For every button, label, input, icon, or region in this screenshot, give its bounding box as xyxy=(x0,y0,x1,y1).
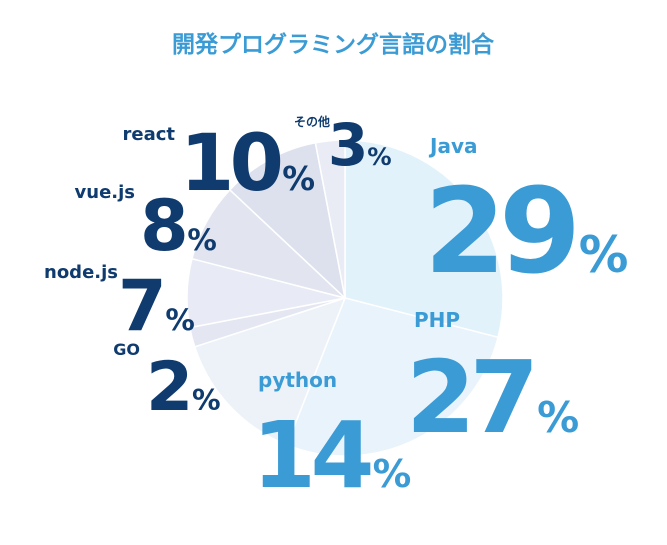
pie-slice xyxy=(314,139,346,299)
slice-name: その他 xyxy=(294,114,330,129)
slice-value-label: 10% xyxy=(180,119,314,209)
slice-name: GO xyxy=(113,340,140,359)
slice-name: python xyxy=(258,368,337,392)
slice-name: PHP xyxy=(414,308,460,332)
slice-name: Java xyxy=(428,134,477,158)
slice-value-label: 7% xyxy=(118,265,194,347)
pie-slice xyxy=(228,141,347,301)
slice-name: react xyxy=(122,124,175,145)
pie-slice xyxy=(344,139,504,339)
pie-slice xyxy=(285,297,499,457)
slice-name: node.js xyxy=(44,262,118,283)
slice-value-label: 2% xyxy=(146,348,220,427)
slice-value-label: 29% xyxy=(424,162,628,300)
chart-title: 開発プログラミング言語の割合 xyxy=(172,31,495,58)
slice-value-label: 3% xyxy=(328,111,391,179)
slice-value-label: 8% xyxy=(140,185,216,267)
slice-value-label: 27% xyxy=(406,339,578,456)
slice-name: vue.js xyxy=(75,182,135,203)
